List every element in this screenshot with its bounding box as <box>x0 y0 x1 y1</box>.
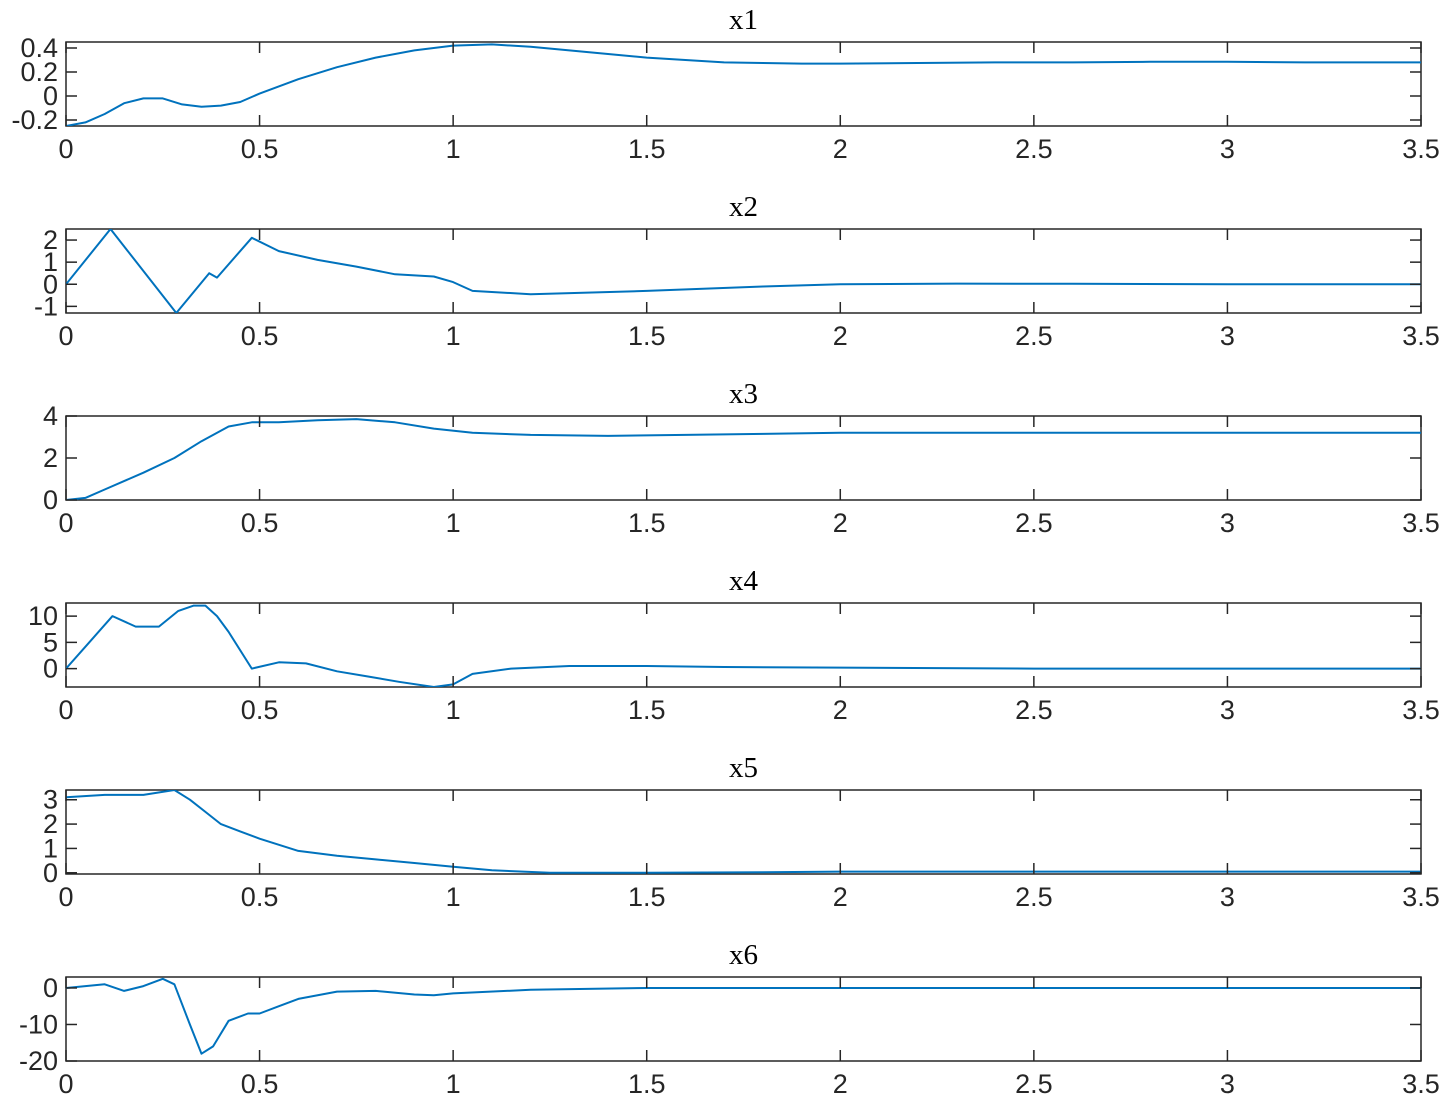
x-tick-label: 2.5 <box>1015 134 1053 164</box>
x-tick-label: 3 <box>1220 134 1235 164</box>
x-tick-label: 0.5 <box>241 508 279 538</box>
subplot-title: x3 <box>729 378 758 410</box>
subplot-title: x1 <box>729 4 758 36</box>
x-tick-label: 1.5 <box>628 508 666 538</box>
x-tick-label: 0 <box>58 508 73 538</box>
axes-box <box>66 977 1421 1061</box>
x-tick-label: 2.5 <box>1015 695 1053 725</box>
x-tick-label: 2 <box>833 508 848 538</box>
x-tick-label: 1.5 <box>628 882 666 912</box>
x-tick-label: 3 <box>1220 321 1235 351</box>
x-tick-label: 1 <box>446 508 461 538</box>
axes-box <box>66 229 1421 313</box>
y-tick-label: 2 <box>43 225 58 255</box>
subplot-title: x2 <box>729 191 758 223</box>
x-tick-label: 2.5 <box>1015 1069 1053 1099</box>
x-tick-label: 3.5 <box>1402 134 1440 164</box>
subplot-x3: 0 0.5 1 1.5 2 2.5 3 3.5 0 2 4 x3 <box>43 378 1440 538</box>
x-tick-label: 1.5 <box>628 1069 666 1099</box>
x-tick-label: 0 <box>58 695 73 725</box>
x-tick-label: 1 <box>446 321 461 351</box>
subplot-title: x4 <box>729 565 759 597</box>
subplot-title: x6 <box>729 939 758 971</box>
x-tick-label: 0.5 <box>241 882 279 912</box>
y-tick-label: 0 <box>43 654 58 684</box>
x-tick-label: 2.5 <box>1015 321 1053 351</box>
x-tick-label: 3.5 <box>1402 882 1440 912</box>
x-tick-label: 3.5 <box>1402 1069 1440 1099</box>
y-tick-label: 4 <box>43 401 58 431</box>
x-tick-label: 1 <box>446 1069 461 1099</box>
x-tick-label: 1 <box>446 695 461 725</box>
x-tick-label: 1 <box>446 882 461 912</box>
x-tick-label: 2.5 <box>1015 508 1053 538</box>
y-tick-label: 5 <box>43 627 58 657</box>
x-tick-label: 2.5 <box>1015 882 1053 912</box>
subplot-title: x5 <box>729 752 758 784</box>
axes-box <box>66 603 1421 687</box>
x-tick-label: 1 <box>446 134 461 164</box>
y-tick-label: 10 <box>28 601 58 631</box>
x-tick-label: 0.5 <box>241 321 279 351</box>
x-tick-label: 0 <box>58 1069 73 1099</box>
x-tick-label: 2 <box>833 321 848 351</box>
y-tick-label: 0.4 <box>20 33 58 63</box>
subplot-x1: 0 0.5 1 1.5 2 2.5 3 3.5-0.200.20.4x1 <box>11 4 1439 164</box>
x-tick-label: 3 <box>1220 1069 1235 1099</box>
axes-box <box>66 42 1421 126</box>
x-tick-label: 1.5 <box>628 134 666 164</box>
x-tick-label: 3 <box>1220 882 1235 912</box>
x-tick-label: 1.5 <box>628 695 666 725</box>
x-tick-label: 3.5 <box>1402 508 1440 538</box>
y-tick-label: 0 <box>43 485 58 515</box>
x-tick-label: 3 <box>1220 695 1235 725</box>
y-tick-label: -20 <box>19 1046 58 1076</box>
x-tick-label: 2 <box>833 1069 848 1099</box>
y-tick-label: 0 <box>43 973 58 1003</box>
axes-box <box>66 416 1421 500</box>
x-tick-label: 3 <box>1220 508 1235 538</box>
x-tick-label: 3.5 <box>1402 321 1440 351</box>
x-tick-label: 2 <box>833 695 848 725</box>
x-tick-label: 2 <box>833 882 848 912</box>
x-tick-label: 3.5 <box>1402 695 1440 725</box>
x-tick-label: 2 <box>833 134 848 164</box>
y-tick-label: 2 <box>43 443 58 473</box>
x-tick-label: 0.5 <box>241 695 279 725</box>
x-tick-label: 0.5 <box>241 134 279 164</box>
x-tick-label: 0.5 <box>241 1069 279 1099</box>
x-tick-label: 1.5 <box>628 321 666 351</box>
x-tick-label: 0 <box>58 321 73 351</box>
x-tick-label: 0 <box>58 134 73 164</box>
x-tick-label: 0 <box>58 882 73 912</box>
y-tick-label: -10 <box>19 1009 58 1039</box>
axes-box <box>66 790 1421 874</box>
y-tick-label: 3 <box>43 785 58 815</box>
